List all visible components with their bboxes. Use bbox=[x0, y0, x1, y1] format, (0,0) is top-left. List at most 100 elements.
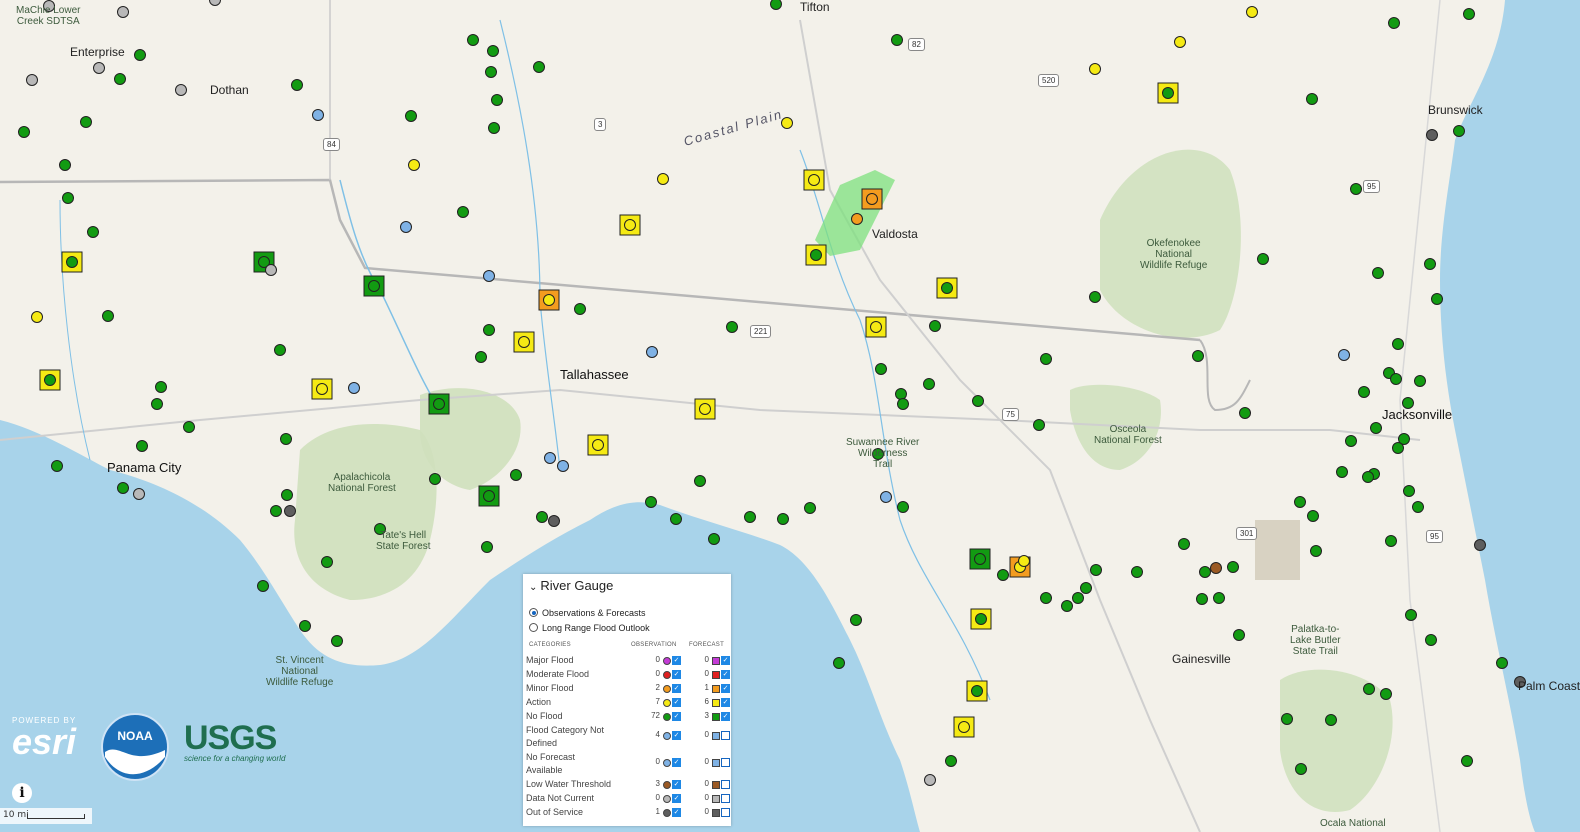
gauge-no-flood[interactable] bbox=[80, 116, 92, 128]
gauge-no-flood[interactable] bbox=[574, 303, 586, 315]
gauge-no-category[interactable] bbox=[544, 452, 556, 464]
gauge-no-flood[interactable] bbox=[694, 475, 706, 487]
forecast-checkbox[interactable]: ✓ bbox=[721, 712, 730, 721]
gauge-no-flood[interactable] bbox=[1336, 466, 1348, 478]
gauge-no-flood[interactable] bbox=[833, 657, 845, 669]
gauge-no-flood[interactable] bbox=[1227, 561, 1239, 573]
gauge-no-flood[interactable] bbox=[291, 79, 303, 91]
gauge-no-flood[interactable] bbox=[1307, 510, 1319, 522]
observation-checkbox[interactable]: ✓ bbox=[672, 758, 681, 767]
gauge-no-category[interactable] bbox=[483, 270, 495, 282]
gauge-no-flood[interactable] bbox=[1461, 755, 1473, 767]
gauge-no-flood[interactable] bbox=[1199, 566, 1211, 578]
gauge-no-category[interactable] bbox=[880, 491, 892, 503]
observation-checkbox[interactable]: ✓ bbox=[672, 780, 681, 789]
gauge-no-flood[interactable] bbox=[974, 553, 986, 565]
gauge-no-flood[interactable] bbox=[1405, 609, 1417, 621]
gauge-no-flood[interactable] bbox=[1239, 407, 1251, 419]
gauge-no-flood[interactable] bbox=[457, 206, 469, 218]
gauge-no-flood[interactable] bbox=[1390, 373, 1402, 385]
gauge-no-flood[interactable] bbox=[923, 378, 935, 390]
gauge-no-flood[interactable] bbox=[670, 513, 682, 525]
gauge-action[interactable] bbox=[657, 173, 669, 185]
gauge-no-flood[interactable] bbox=[1040, 353, 1052, 365]
gauge-no-flood[interactable] bbox=[114, 73, 126, 85]
observation-checkbox[interactable]: ✓ bbox=[672, 712, 681, 721]
gauge-no-flood[interactable] bbox=[491, 94, 503, 106]
gauge-no-flood[interactable] bbox=[475, 351, 487, 363]
gauge-no-flood[interactable] bbox=[726, 321, 738, 333]
info-icon[interactable]: i bbox=[12, 783, 32, 803]
gauge-no-flood[interactable] bbox=[1131, 566, 1143, 578]
gauge-no-flood[interactable] bbox=[1385, 535, 1397, 547]
legend-header[interactable]: ⌄ River Gauge bbox=[529, 578, 613, 593]
gauge-no-flood[interactable] bbox=[405, 110, 417, 122]
gauge-no-flood[interactable] bbox=[1362, 471, 1374, 483]
gauge-no-flood[interactable] bbox=[1412, 501, 1424, 513]
gauge-not-current[interactable] bbox=[265, 264, 277, 276]
gauge-no-flood[interactable] bbox=[274, 344, 286, 356]
gauge-no-flood[interactable] bbox=[1370, 422, 1382, 434]
option-observations-forecasts[interactable]: Observations & Forecasts bbox=[529, 608, 646, 618]
gauge-no-flood[interactable] bbox=[770, 0, 782, 10]
gauge-action[interactable] bbox=[1246, 6, 1258, 18]
forecast-checkbox[interactable]: ✓ bbox=[721, 698, 730, 707]
gauge-no-flood[interactable] bbox=[1424, 258, 1436, 270]
gauge-action[interactable] bbox=[1089, 63, 1101, 75]
gauge-no-flood[interactable] bbox=[1089, 291, 1101, 303]
gauge-no-flood[interactable] bbox=[1414, 375, 1426, 387]
gauge-no-flood[interactable] bbox=[891, 34, 903, 46]
gauge-action[interactable] bbox=[1018, 555, 1030, 567]
gauge-no-flood[interactable] bbox=[1033, 419, 1045, 431]
observation-checkbox[interactable]: ✓ bbox=[672, 656, 681, 665]
gauge-no-flood[interactable] bbox=[945, 755, 957, 767]
gauge-no-flood[interactable] bbox=[183, 421, 195, 433]
gauge-no-flood[interactable] bbox=[872, 448, 884, 460]
gauge-no-flood[interactable] bbox=[280, 433, 292, 445]
gauge-no-flood[interactable] bbox=[1233, 629, 1245, 641]
gauge-not-current[interactable] bbox=[133, 488, 145, 500]
gauge-no-flood[interactable] bbox=[1345, 435, 1357, 447]
gauge-no-flood[interactable] bbox=[429, 473, 441, 485]
gauge-no-flood[interactable] bbox=[1325, 714, 1337, 726]
gauge-no-flood[interactable] bbox=[1372, 267, 1384, 279]
gauge-no-flood[interactable] bbox=[1392, 338, 1404, 350]
forecast-checkbox[interactable] bbox=[721, 731, 730, 740]
observation-checkbox[interactable]: ✓ bbox=[672, 808, 681, 817]
forecast-checkbox[interactable] bbox=[721, 808, 730, 817]
gauge-no-category[interactable] bbox=[557, 460, 569, 472]
gauge-no-flood[interactable] bbox=[1402, 397, 1414, 409]
gauge-no-flood[interactable] bbox=[1463, 8, 1475, 20]
gauge-no-flood[interactable] bbox=[1431, 293, 1443, 305]
gauge-out-of-service[interactable] bbox=[1474, 539, 1486, 551]
gauge-not-current[interactable] bbox=[93, 62, 105, 74]
gauge-not-current[interactable] bbox=[43, 0, 55, 12]
gauge-no-flood[interactable] bbox=[804, 502, 816, 514]
gauge-low-water[interactable] bbox=[1210, 562, 1222, 574]
gauge-no-flood[interactable] bbox=[136, 440, 148, 452]
gauge-no-flood[interactable] bbox=[155, 381, 167, 393]
gauge-no-flood[interactable] bbox=[483, 490, 495, 502]
gauge-action[interactable] bbox=[958, 721, 970, 733]
gauge-action[interactable] bbox=[808, 174, 820, 186]
gauge-not-current[interactable] bbox=[209, 0, 221, 6]
gauge-no-flood[interactable] bbox=[488, 122, 500, 134]
gauge-no-flood[interactable] bbox=[151, 398, 163, 410]
gauge-no-flood[interactable] bbox=[1392, 442, 1404, 454]
option-long-range-outlook[interactable]: Long Range Flood Outlook bbox=[529, 623, 650, 633]
gauge-out-of-service[interactable] bbox=[548, 515, 560, 527]
gauge-action[interactable] bbox=[699, 403, 711, 415]
gauge-no-flood[interactable] bbox=[897, 398, 909, 410]
gauge-no-flood[interactable] bbox=[777, 513, 789, 525]
gauge-no-flood[interactable] bbox=[374, 523, 386, 535]
gauge-action[interactable] bbox=[408, 159, 420, 171]
gauge-no-flood[interactable] bbox=[134, 49, 146, 61]
observation-checkbox[interactable]: ✓ bbox=[672, 684, 681, 693]
gauge-no-flood[interactable] bbox=[1090, 564, 1102, 576]
gauge-no-flood[interactable] bbox=[257, 580, 269, 592]
gauge-no-flood[interactable] bbox=[487, 45, 499, 57]
gauge-no-flood[interactable] bbox=[533, 61, 545, 73]
gauge-no-flood[interactable] bbox=[485, 66, 497, 78]
gauge-no-flood[interactable] bbox=[1310, 545, 1322, 557]
gauge-no-flood[interactable] bbox=[875, 363, 887, 375]
